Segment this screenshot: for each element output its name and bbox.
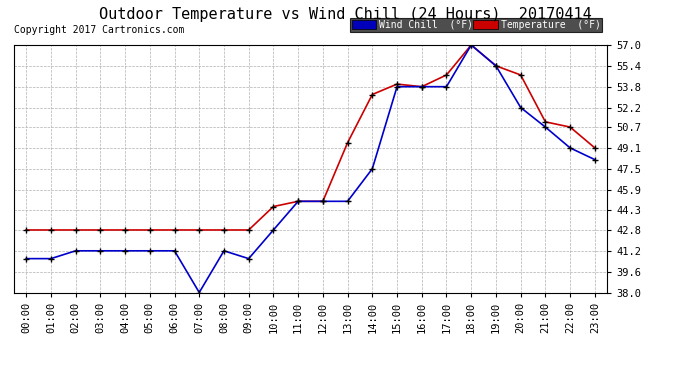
Text: Outdoor Temperature vs Wind Chill (24 Hours)  20170414: Outdoor Temperature vs Wind Chill (24 Ho…	[99, 8, 591, 22]
Legend: Wind Chill  (°F), Temperature  (°F): Wind Chill (°F), Temperature (°F)	[350, 18, 602, 32]
Text: Copyright 2017 Cartronics.com: Copyright 2017 Cartronics.com	[14, 25, 184, 35]
